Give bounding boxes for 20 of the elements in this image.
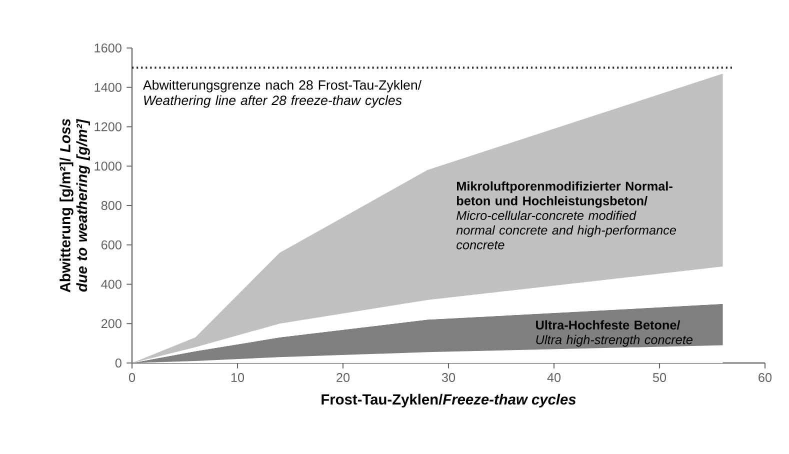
y-tick-label: 200 bbox=[101, 319, 122, 328]
y-tick-label: 400 bbox=[101, 280, 122, 289]
x-tick-label: 20 bbox=[336, 373, 350, 382]
y-tick-label: 1600 bbox=[94, 44, 122, 52]
ref-line-label: Abwitterungsgrenze nach 28 Frost-Tau-Zyklen/ Weathering line after 28 freeze-thaw cycles bbox=[142, 80, 422, 108]
y-tick-label: 1200 bbox=[94, 122, 122, 132]
x-tick-label: 40 bbox=[547, 373, 561, 382]
x-tick-label: 10 bbox=[231, 373, 244, 382]
annotation: Mikroluftporenmodifizierter Normal-beton und Hochleistungsbeton/ Micro-cellular-concrete modified normal concrete and high-performance concrete bbox=[456, 181, 676, 250]
x-tick-label: 0 bbox=[128, 373, 136, 382]
annotation: Ultra-Hochfeste Betone/ Ultra high-strength concrete bbox=[536, 320, 692, 347]
x-tick-label: 50 bbox=[652, 373, 666, 382]
y-tick-label: 1000 bbox=[94, 162, 122, 171]
y-tick-label: 0 bbox=[115, 358, 122, 368]
x-tick-label: 60 bbox=[758, 373, 772, 382]
y-tick-label: 800 bbox=[101, 201, 122, 210]
x-axis-title: Frost-Tau-Zyklen/Freeze-thaw cycles bbox=[322, 394, 576, 408]
y-tick-label: 600 bbox=[101, 240, 122, 250]
x-tick-label: 30 bbox=[442, 373, 456, 382]
y-tick-label: 1400 bbox=[94, 82, 122, 92]
